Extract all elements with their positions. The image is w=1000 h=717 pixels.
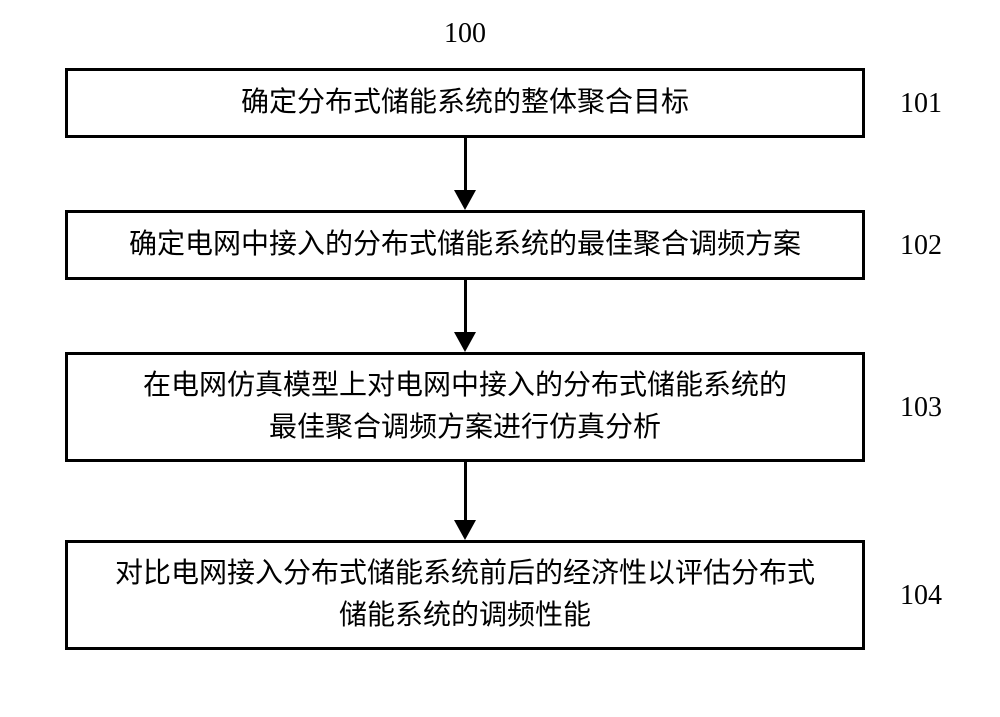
flow-step-b2: 确定电网中接入的分布式储能系统的最佳聚合调频方案: [65, 210, 865, 280]
diagram-title-number: 100: [415, 18, 515, 50]
flow-step-text: 在电网仿真模型上对电网中接入的分布式储能系统的 最佳聚合调频方案进行仿真分析: [143, 365, 787, 449]
flow-step-label-b4: 104: [900, 580, 942, 612]
flow-step-label-b1: 101: [900, 88, 942, 120]
flow-step-b4: 对比电网接入分布式储能系统前后的经济性以评估分布式 储能系统的调频性能: [65, 540, 865, 650]
flow-step-b1: 确定分布式储能系统的整体聚合目标: [65, 68, 865, 138]
flow-step-text: 确定电网中接入的分布式储能系统的最佳聚合调频方案: [129, 224, 801, 266]
arrow-head-2: [454, 520, 476, 540]
flow-step-b3: 在电网仿真模型上对电网中接入的分布式储能系统的 最佳聚合调频方案进行仿真分析: [65, 352, 865, 462]
arrow-head-0: [454, 190, 476, 210]
arrow-line-2: [464, 462, 467, 520]
flow-step-text: 对比电网接入分布式储能系统前后的经济性以评估分布式 储能系统的调频性能: [115, 553, 815, 637]
arrow-line-0: [464, 138, 467, 190]
arrow-head-1: [454, 332, 476, 352]
flow-step-text: 确定分布式储能系统的整体聚合目标: [241, 82, 689, 124]
flow-step-label-b3: 103: [900, 392, 942, 424]
arrow-line-1: [464, 280, 467, 332]
flow-step-label-b2: 102: [900, 230, 942, 262]
flowchart-canvas: 100 确定分布式储能系统的整体聚合目标 101 确定电网中接入的分布式储能系统的最佳…: [0, 0, 1000, 717]
